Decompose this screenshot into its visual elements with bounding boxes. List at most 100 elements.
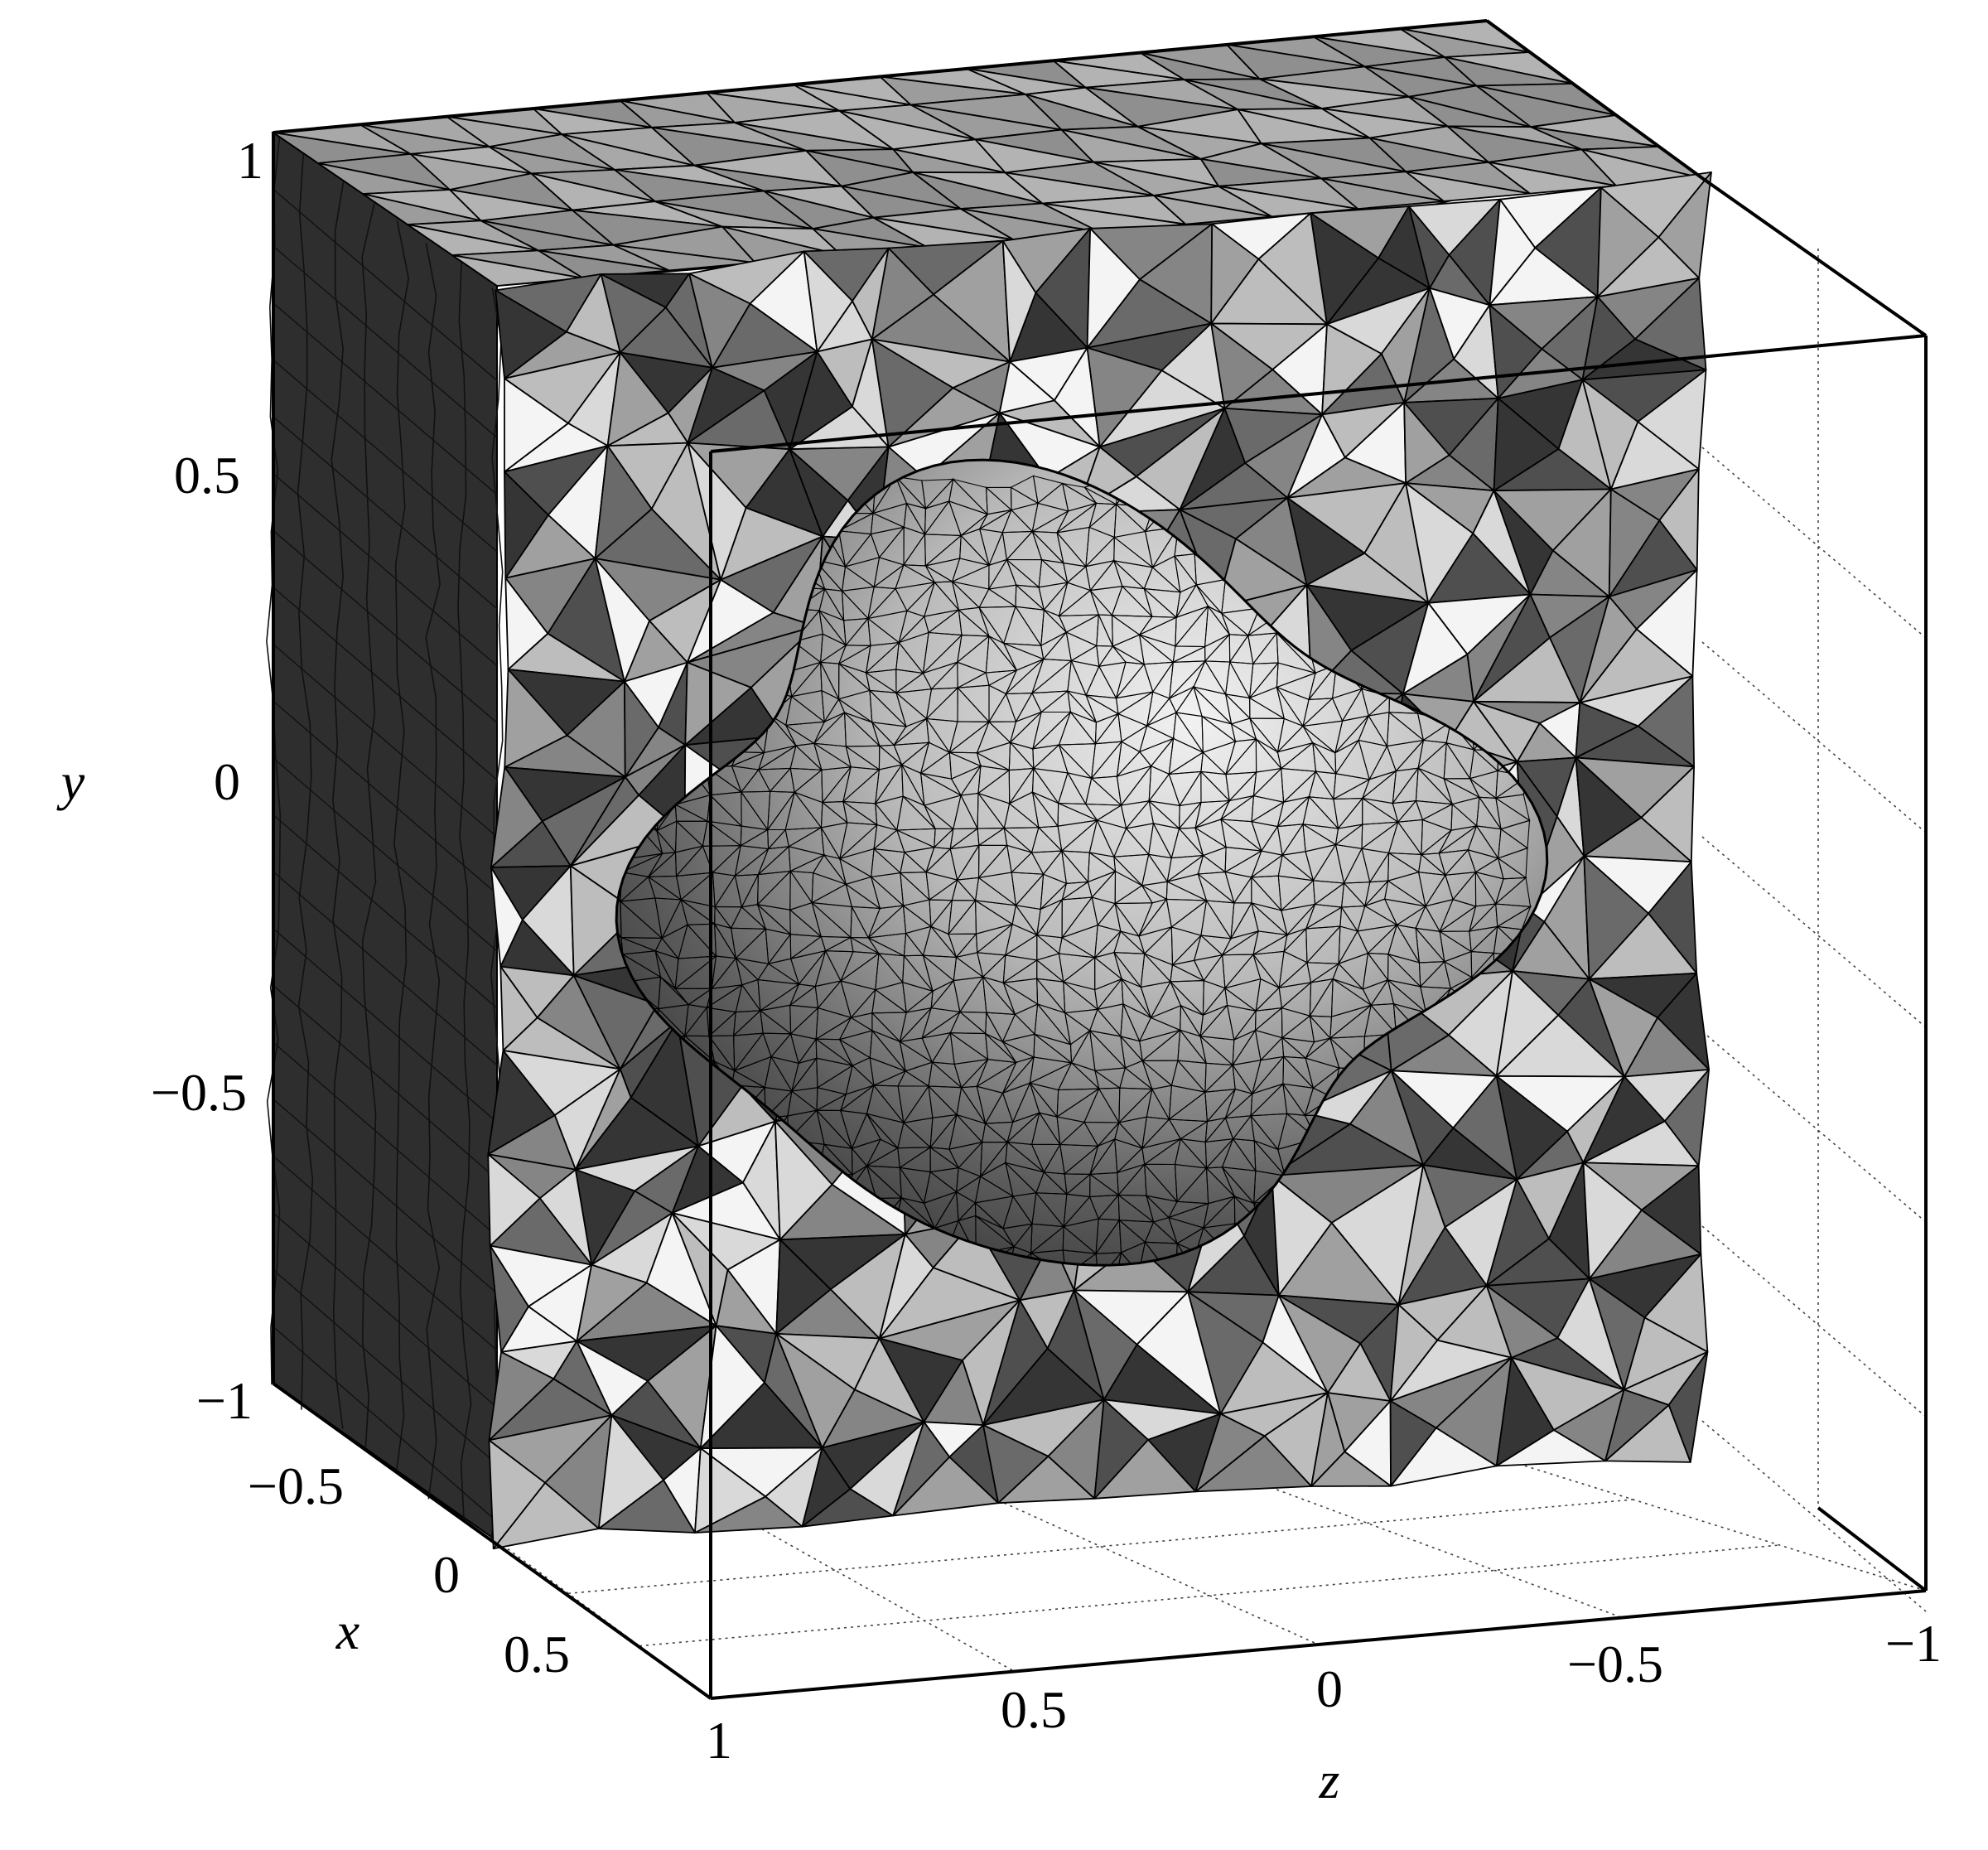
grid-line bbox=[1238, 1475, 1623, 1619]
cavity-mesh-triangle bbox=[1596, 186, 1660, 298]
frame-edge bbox=[272, 1382, 712, 1700]
x-axis-label: x bbox=[335, 1601, 359, 1660]
left-mesh-line bbox=[273, 644, 498, 838]
x-tick-label: 0 bbox=[433, 1545, 460, 1604]
cavity-mesh-triangle bbox=[495, 289, 567, 379]
cavity-mesh-triangle bbox=[504, 471, 549, 579]
cavity-mesh-triangle bbox=[803, 250, 853, 353]
cavity-mesh-triangle bbox=[504, 669, 568, 768]
left-mesh-line bbox=[273, 529, 498, 724]
cavity-mesh-triangle bbox=[1582, 1075, 1666, 1164]
top-mesh-triangle bbox=[451, 254, 584, 287]
left-mesh-line bbox=[273, 985, 498, 1180]
left-mesh-line bbox=[273, 1099, 498, 1294]
y-tick-label: −0.5 bbox=[151, 1063, 247, 1122]
cavity-mesh-triangle bbox=[1093, 1398, 1149, 1500]
cavity-mesh-triangle bbox=[606, 351, 669, 447]
z-tick-label: −1 bbox=[1885, 1614, 1942, 1673]
cavity-mesh-triangle bbox=[1402, 601, 1469, 695]
cavity-mesh-triangle bbox=[1390, 1070, 1455, 1167]
cavity-mesh-triangle bbox=[488, 1351, 555, 1442]
cavity-mesh-triangle bbox=[789, 350, 853, 451]
z-tick-label: −0.5 bbox=[1567, 1635, 1663, 1693]
cavity-mesh-triangle bbox=[489, 1244, 529, 1353]
cavity-mesh-triangle bbox=[801, 1447, 852, 1528]
cavity-mesh-triangle bbox=[892, 1421, 951, 1517]
bounding-box-frame bbox=[272, 19, 1928, 1700]
grid-line bbox=[1486, 1453, 1927, 1592]
left-mesh-line bbox=[273, 1326, 498, 1523]
cavity-mesh-triangle bbox=[1473, 700, 1541, 763]
cavity-mesh-triangle bbox=[575, 1168, 636, 1266]
cavity-mesh-triangle bbox=[1403, 401, 1450, 484]
cavity-mesh-triangle bbox=[576, 1263, 648, 1342]
cavity-mesh-triangle bbox=[597, 1414, 664, 1529]
blob-mesh-triangle bbox=[1114, 1251, 1140, 1266]
left-mesh-line bbox=[273, 245, 498, 438]
cavity-mesh-triangle bbox=[504, 377, 569, 473]
left-mesh-line bbox=[273, 1155, 498, 1351]
cavity-mesh-triangle bbox=[1512, 907, 1546, 972]
cavity-mesh-triangle bbox=[775, 1333, 856, 1449]
cavity-mesh-triangle bbox=[671, 1212, 729, 1327]
cavity-mesh-triangle bbox=[1397, 1164, 1446, 1306]
cavity-mesh-triangle bbox=[1389, 1303, 1439, 1402]
cavity-mesh-triangle bbox=[499, 965, 538, 1051]
cavity-mesh-triangle bbox=[490, 867, 524, 968]
cavity-mesh-triangle bbox=[774, 1120, 833, 1241]
cavity-mesh-triangle bbox=[1086, 346, 1163, 448]
top-mesh-triangle bbox=[1488, 161, 1617, 195]
cavity-mesh-triangle bbox=[684, 661, 752, 746]
left-mesh-face bbox=[266, 131, 504, 1543]
cavity-mesh-triangle bbox=[1271, 1175, 1333, 1297]
cavity-mesh-triangle bbox=[1581, 379, 1639, 490]
top-mesh-triangle bbox=[612, 244, 756, 272]
cavity-mesh-triangle bbox=[1405, 482, 1474, 604]
y-tick-label: 0 bbox=[214, 752, 240, 811]
cavity-mesh-triangle bbox=[878, 1337, 963, 1423]
cavity-mesh-triangle bbox=[572, 974, 659, 1070]
cavity-mesh-triangle bbox=[1575, 702, 1639, 759]
cavity-mesh-triangle bbox=[1286, 413, 1346, 499]
left-mesh-line bbox=[273, 302, 498, 495]
y-axis-label: y bbox=[56, 752, 85, 811]
blob-mesh-triangle bbox=[1095, 1252, 1122, 1266]
cavity-mesh-triangle bbox=[1310, 212, 1379, 326]
frame-edge bbox=[710, 334, 1927, 453]
cavity-mesh-triangle bbox=[694, 1447, 766, 1534]
cavity-mesh-triangle bbox=[1495, 1075, 1568, 1181]
cavity-mesh-triangle bbox=[1493, 490, 1554, 596]
cavity-mesh-triangle bbox=[1583, 855, 1649, 980]
cavity-mesh-triangle bbox=[600, 273, 667, 354]
cavity-mesh-triangle bbox=[576, 1340, 649, 1417]
cavity-mesh-triangle bbox=[871, 338, 954, 448]
grid-line bbox=[1701, 1225, 1927, 1418]
cavity-mesh-triangle bbox=[488, 1439, 546, 1550]
left-mesh-line bbox=[425, 243, 441, 1500]
grid-line bbox=[1701, 447, 1927, 639]
left-mesh-line bbox=[273, 814, 498, 1009]
grid-line bbox=[1701, 1420, 1927, 1612]
left-mesh-line bbox=[331, 175, 345, 1429]
cavity-mesh-triangle bbox=[687, 442, 747, 581]
cavity-mesh-triangle bbox=[1485, 1284, 1559, 1359]
left-mesh-line bbox=[297, 151, 314, 1410]
cavity-mesh-triangle bbox=[982, 1424, 1049, 1505]
cavity-mesh-triangle bbox=[1608, 488, 1661, 598]
y-tick-label: 1 bbox=[237, 131, 263, 190]
cavity-mesh-triangle bbox=[487, 1153, 541, 1247]
grid-line bbox=[1701, 1031, 1927, 1223]
frame-edge bbox=[710, 1589, 1927, 1700]
cavity-mesh-triangle bbox=[569, 775, 640, 867]
cavity-mesh-triangle bbox=[1582, 1162, 1643, 1280]
grid-line bbox=[1701, 641, 1927, 833]
cavity-mesh-triangle bbox=[575, 1068, 632, 1171]
frame-edge bbox=[1817, 1506, 1928, 1592]
cavity-mesh-triangle bbox=[687, 366, 765, 444]
y-tick-label: 0.5 bbox=[174, 446, 240, 505]
cavity-mesh-triangle bbox=[1194, 1413, 1266, 1493]
cavity-mesh-triangle bbox=[998, 360, 1055, 414]
frame-edge bbox=[1701, 176, 1928, 337]
cavity-mesh-triangle bbox=[624, 680, 659, 778]
